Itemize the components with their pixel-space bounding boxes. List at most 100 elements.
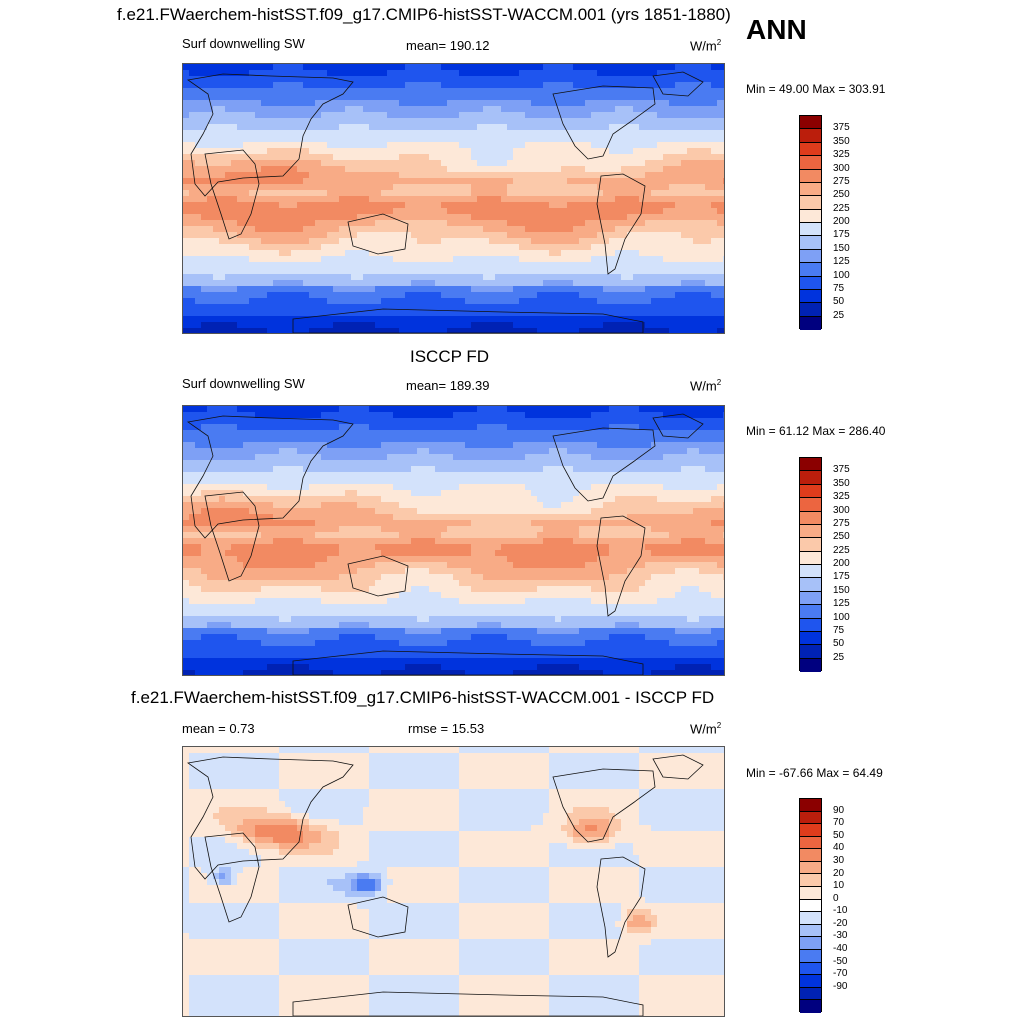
colorbar-level-label: 150	[833, 584, 850, 596]
colorbar-swatch	[800, 276, 821, 290]
colorbar-level-label: 25	[833, 309, 845, 321]
coastline	[292, 991, 644, 1016]
model-map-plot	[183, 64, 724, 333]
coastline	[186, 415, 354, 539]
colorbar-swatch	[800, 605, 821, 619]
panel3-colorbar	[799, 798, 822, 1013]
colorbar-level-label: 375	[833, 464, 850, 476]
colorbar-level-label: 30	[833, 854, 845, 866]
colorbar-swatch	[800, 836, 821, 850]
colorbar-level-label: 70	[833, 817, 845, 829]
colorbar-swatch	[800, 645, 821, 659]
coastline	[186, 756, 354, 880]
panel1-minmax: Min = 49.00 Max = 303.91	[746, 82, 886, 96]
coastline	[596, 515, 646, 617]
colorbar-level-label: 20	[833, 867, 845, 879]
panel2-colorbar	[799, 457, 822, 672]
colorbar-swatch	[800, 236, 821, 250]
coastline	[347, 896, 409, 938]
colorbar-swatch	[800, 484, 821, 499]
colorbar-swatch	[800, 223, 821, 237]
colorbar-level-label: 75	[833, 282, 845, 294]
panel2-units: W/m2	[690, 378, 722, 394]
colorbar-level-label: 250	[833, 189, 850, 201]
panel2-variable: Surf downwelling SW	[182, 376, 305, 391]
colorbar-swatch	[800, 196, 821, 210]
coastline	[204, 491, 260, 582]
colorbar-level-label: -40	[833, 943, 848, 955]
panel3-title: f.e21.FWaerchem-histSST.f09_g17.CMIP6-hi…	[131, 688, 715, 707]
colorbar-swatch	[800, 289, 821, 304]
colorbar-swatch	[800, 937, 821, 950]
colorbar-level-label: 200	[833, 558, 850, 569]
colorbar-swatch	[800, 658, 821, 672]
colorbar-swatch	[800, 498, 821, 512]
colorbar-swatch	[800, 631, 821, 646]
colorbar-level-label: 200	[833, 216, 850, 227]
colorbar-swatch	[800, 824, 821, 837]
panel2-map	[182, 405, 725, 676]
panel3-mean: mean = 0.73	[182, 721, 255, 736]
colorbar-level-label: 100	[833, 269, 850, 281]
colorbar-swatch	[800, 471, 821, 485]
colorbar-level-label: 325	[833, 491, 850, 503]
colorbar-swatch	[800, 249, 821, 264]
panel3-units: W/m2	[690, 721, 722, 737]
colorbar-level-label: 100	[833, 611, 850, 623]
colorbar-swatch	[800, 799, 821, 812]
colorbar-swatch	[800, 263, 821, 277]
main-title: f.e21.FWaerchem-histSST.f09_g17.CMIP6-hi…	[117, 5, 731, 24]
panel1-units: W/m2	[690, 38, 722, 54]
colorbar-level-label: -70	[833, 968, 848, 980]
colorbar-level-label: -10	[833, 905, 848, 917]
coastline	[204, 832, 260, 923]
colorbar-level-label: 50	[833, 296, 845, 308]
obs-map-plot	[183, 406, 724, 675]
panel3-map	[182, 746, 725, 1017]
colorbar-level-label: -20	[833, 917, 848, 929]
coastline	[596, 173, 646, 275]
colorbar-swatch	[800, 618, 821, 632]
colorbar-swatch	[800, 949, 821, 963]
coastline	[292, 308, 644, 333]
colorbar-swatch	[800, 458, 821, 472]
coastline	[652, 71, 704, 97]
coastline	[292, 650, 644, 675]
colorbar-level-label: 25	[833, 651, 845, 663]
colorbar-level-label: 375	[833, 122, 850, 134]
coastline	[347, 213, 409, 255]
colorbar-level-label: 10	[833, 880, 845, 892]
colorbar-level-label: 300	[833, 162, 850, 174]
colorbar-level-label: 225	[833, 202, 850, 214]
panel1-mean: mean= 190.12	[406, 38, 490, 53]
panel1-colorbar	[799, 115, 822, 330]
panel3-rmse: rmse = 15.53	[408, 721, 485, 736]
coastline	[552, 427, 656, 502]
panel2-title: ISCCP FD	[410, 347, 490, 366]
colorbar-swatch	[800, 887, 821, 900]
colorbar-swatch	[800, 591, 821, 606]
colorbar-swatch	[800, 912, 821, 925]
season-label: ANN	[746, 14, 807, 45]
colorbar-swatch	[800, 962, 821, 976]
colorbar-swatch	[800, 987, 821, 1001]
colorbar-swatch	[800, 316, 821, 330]
colorbar-swatch	[800, 551, 821, 565]
colorbar-level-label: 90	[833, 804, 845, 816]
coastline	[652, 754, 704, 780]
colorbar-swatch	[800, 924, 821, 938]
colorbar-level-label: 0	[833, 892, 839, 904]
diff-map-plot	[183, 747, 724, 1016]
colorbar-swatch	[800, 156, 821, 170]
colorbar-swatch	[800, 861, 821, 875]
panel2-minmax: Min = 61.12 Max = 286.40	[746, 424, 886, 438]
coastline	[347, 555, 409, 597]
colorbar-level-label: 50	[833, 638, 845, 650]
coastline	[552, 85, 656, 160]
colorbar-level-label: -90	[833, 980, 848, 992]
colorbar-swatch	[800, 849, 821, 862]
colorbar-level-label: -30	[833, 930, 848, 942]
colorbar-swatch	[800, 811, 821, 825]
panel2-mean: mean= 189.39	[406, 378, 490, 393]
colorbar-swatch	[800, 899, 821, 913]
